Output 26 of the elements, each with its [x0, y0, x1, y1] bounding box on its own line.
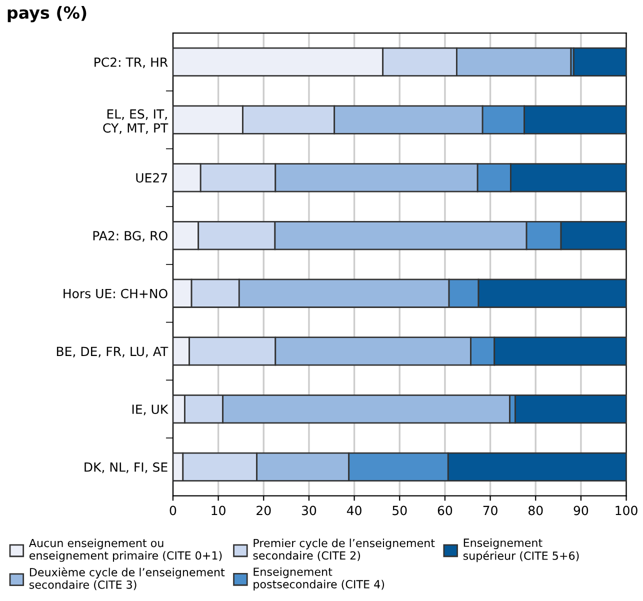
legend-label: Enseignement postsecondaire (CITE 4) [254, 567, 384, 591]
legend-label: Aucun enseignement ou enseignement primaire (CITE 0+1) [28, 538, 222, 562]
y-tick-label: DK, NL, FI, SE [84, 462, 168, 474]
x-tick-label: 40 [346, 506, 362, 516]
x-tick-label: 100 [616, 506, 638, 516]
x-tick-label: 70 [483, 506, 498, 516]
y-tick-label: IE, UK [132, 404, 168, 416]
chart-title: pays (%) [8, 6, 86, 22]
y-tick-label: UE27 [136, 173, 168, 183]
x-tick-label: 20 [256, 506, 271, 516]
x-tick-label: 80 [528, 506, 543, 516]
y-tick-label: PC2: TR, HR [94, 57, 168, 68]
legend-label: Premier cycle de l’enseignement secondaire (CITE 2) [253, 538, 435, 561]
y-tick-label: BE, DE, FR, LU, AT [56, 346, 168, 358]
x-tick-label: 0 [170, 506, 176, 516]
y-tick-label: EL, ES, IT, CY, MT, PT [103, 109, 168, 134]
y-tick-label: PA2: BG, RO [93, 230, 168, 242]
x-tick-label: 90 [574, 506, 588, 516]
bar [573, 47, 626, 77]
x-tick-label: 50 [392, 506, 407, 516]
x-tick-label: 30 [302, 506, 316, 516]
x-tick-label: 10 [212, 506, 226, 516]
x-tick-label: 60 [438, 506, 452, 516]
legend-label: Deuxième cycle de l’enseignement secondaire (CITE 3) [29, 567, 225, 590]
y-tick-label: Hors UE: CH+NO [64, 288, 168, 298]
legend-label: Enseignement supérieur (CITE 5+6) [463, 538, 579, 562]
